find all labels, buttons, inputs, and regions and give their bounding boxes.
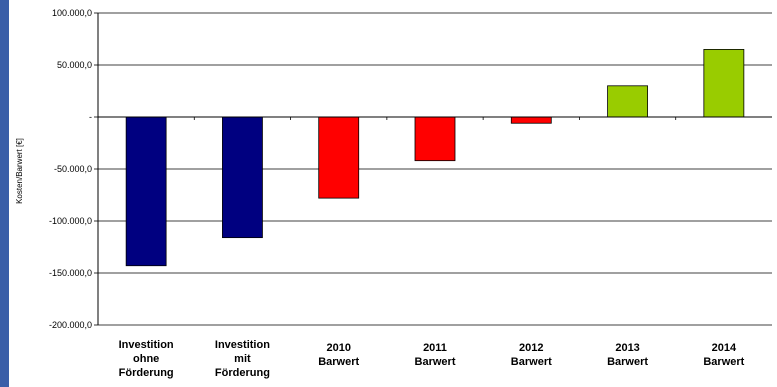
category-label: 2011 Barwert <box>415 342 456 368</box>
category-label-line: Barwert <box>703 356 744 368</box>
category-label-line: mit <box>234 353 251 365</box>
category-label-line: 2011 <box>423 342 447 354</box>
bar <box>125 116 167 267</box>
category-label-line: Investition <box>119 339 174 351</box>
y-axis-label: Kosten/Barwert [€] <box>15 138 24 204</box>
category-label-line: 2010 <box>326 342 350 354</box>
y-tick-label: - <box>89 112 92 122</box>
bar <box>222 116 263 239</box>
y-tick-label: -150.000,0 <box>49 268 92 278</box>
y-tick-label: -100.000,0 <box>49 216 92 226</box>
bar <box>414 116 456 162</box>
category-label-line: Investition <box>215 339 270 351</box>
y-tick-label: -50.000,0 <box>54 164 92 174</box>
category-label-line: Förderung <box>119 367 174 379</box>
category-label-line: Barwert <box>607 356 648 368</box>
bar <box>318 116 360 199</box>
category-label: 2010 Barwert <box>318 342 359 368</box>
bar <box>607 85 648 118</box>
category-label-line: Barwert <box>415 356 456 368</box>
category-label: 2013 Barwert <box>607 342 648 368</box>
y-tick-label: -200.000,0 <box>49 320 92 330</box>
category-label: Investition mit Förderung <box>215 339 270 379</box>
category-label-line: Barwert <box>511 356 552 368</box>
left-border-strip <box>0 0 9 387</box>
category-label-line: 2014 <box>712 342 737 354</box>
category-label-line: Förderung <box>215 367 270 379</box>
category-label-line: 2013 <box>615 342 639 354</box>
category-label: Investition ohne Förderung <box>119 339 174 379</box>
y-tick-label: 50.000,0 <box>57 60 92 70</box>
category-label: 2012 Barwert <box>511 342 552 368</box>
bar <box>703 49 745 118</box>
category-label-line: ohne <box>133 353 159 365</box>
category-label-line: Barwert <box>318 356 359 368</box>
category-label-line: 2012 <box>519 342 543 354</box>
bar <box>510 116 552 124</box>
category-label: 2014 Barwert <box>703 342 744 368</box>
y-tick-label: 100.000,0 <box>52 8 92 18</box>
